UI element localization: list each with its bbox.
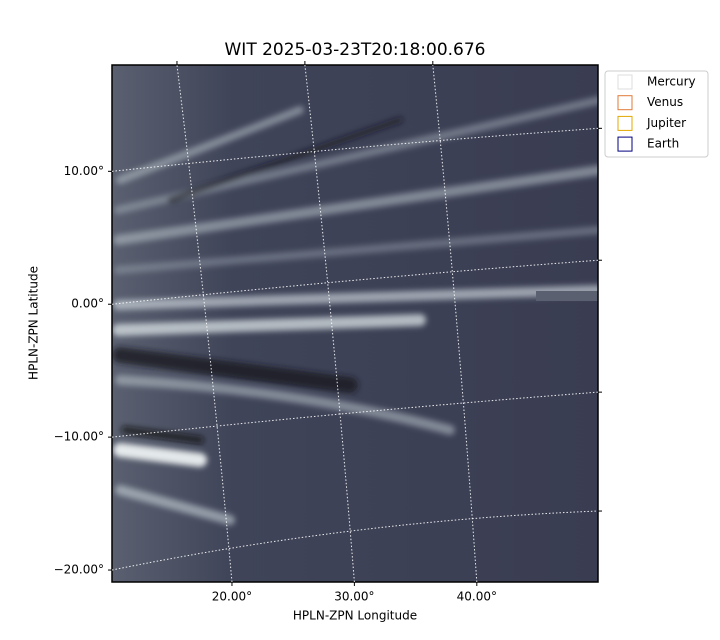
- x-tick-label: 30.00°: [334, 590, 374, 604]
- chart-title: WIT 2025-03-23T20:18:00.676: [225, 40, 486, 60]
- plot-frame: [111, 64, 599, 583]
- x-axis-label: HPLN-ZPN Longitude: [293, 609, 417, 623]
- y-tick-label: −20.00°: [54, 563, 104, 577]
- image: [112, 65, 598, 582]
- grid-line: [112, 510, 598, 571]
- legend-label: Jupiter: [646, 116, 686, 130]
- legend-label: Earth: [647, 137, 679, 151]
- legend-label: Venus: [647, 95, 683, 109]
- y-tick-label: −10.00°: [54, 430, 104, 444]
- legend-swatch: [617, 95, 633, 111]
- legend-swatch: [617, 136, 633, 152]
- grid-line: [112, 259, 598, 305]
- grid-line: [112, 127, 598, 172]
- legend-swatch: [617, 74, 633, 90]
- legend: Mercury Venus Jupiter Earth: [604, 70, 709, 158]
- y-axis-label: HPLN-ZPN Latitude: [27, 266, 41, 380]
- x-tick-label: 20.00°: [212, 590, 252, 604]
- legend-swatch: [617, 115, 633, 131]
- grid-line: [432, 65, 478, 582]
- grid-line: [304, 65, 355, 582]
- y-tick-label: 10.00°: [64, 164, 104, 178]
- x-tick-label: 40.00°: [457, 590, 497, 604]
- legend-label: Mercury: [647, 75, 696, 89]
- grid-line: [176, 65, 233, 582]
- grid-line: [112, 391, 598, 438]
- y-tick-label: 0.00°: [71, 297, 104, 311]
